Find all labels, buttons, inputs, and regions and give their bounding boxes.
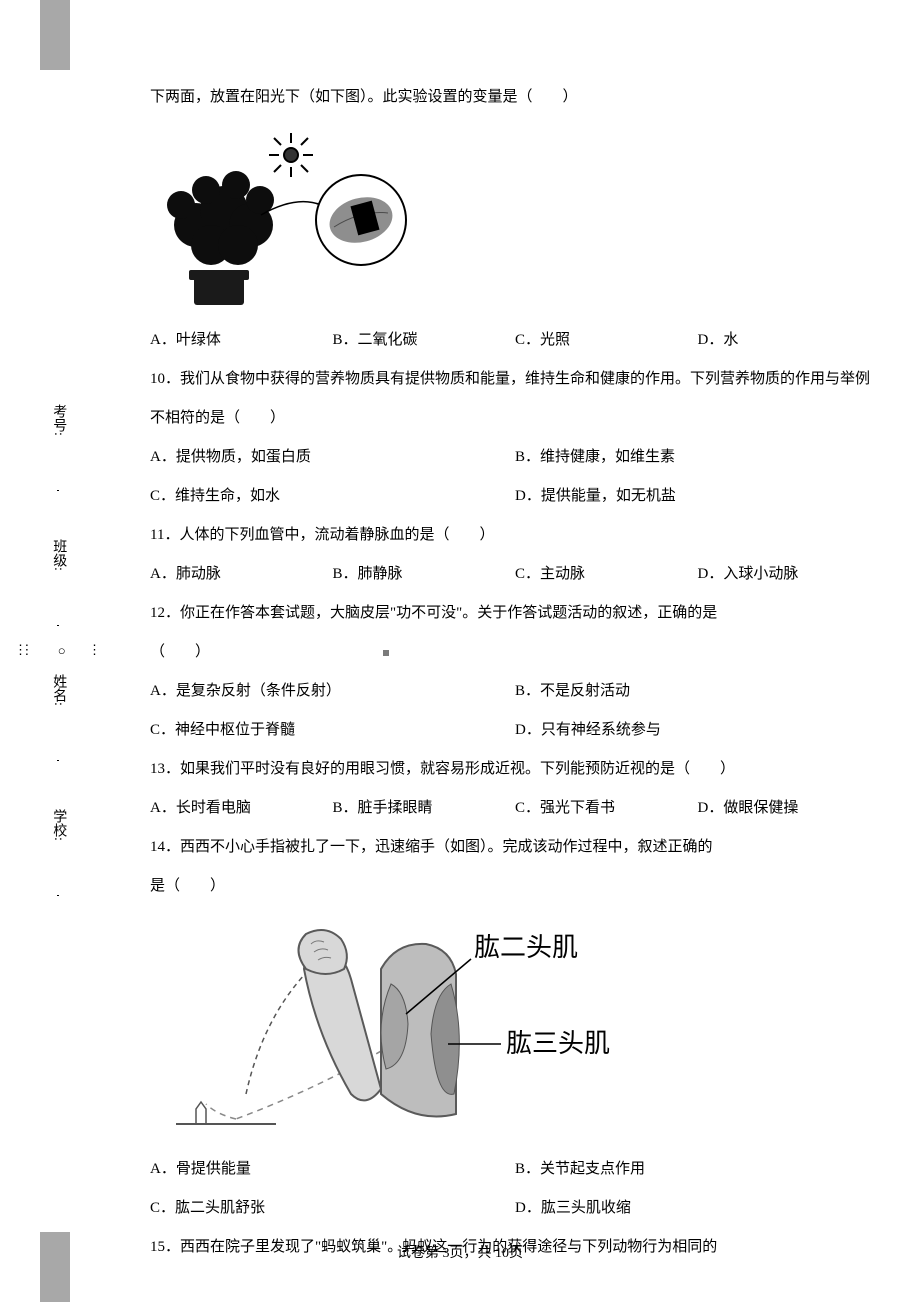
q14-figure: 肱二头肌 肱三头肌 <box>156 914 880 1144</box>
q10-optC: C．维持生命，如水 <box>150 477 515 516</box>
q14-optC: C．肱二头肌舒张 <box>150 1189 515 1228</box>
q9-optC: C．光照 <box>515 321 698 360</box>
content: 下两面，放置在阳光下（如下图）。此实验设置的变量是（ ） <box>150 78 880 1267</box>
q13-optD: D．做眼保健操 <box>698 789 881 828</box>
q12-optB: B．不是反射活动 <box>515 672 880 711</box>
q10-optA: A．提供物质，如蛋白质 <box>150 438 515 477</box>
binding-line-inner: ⋮○⋮⋮ 内 ⋮○⋮⋮ 装 ⋮○⋮⋮ 订 ⋮○⋮⋮ 线 ⋮○⋮ <box>92 0 112 1302</box>
q12-stem1: 12．你正在作答本套试题，大脑皮层"功不可没"。关于作答试题活动的叙述，正确的是 <box>150 594 880 633</box>
field-school: 学校: <box>51 809 66 841</box>
field-name: 姓名: <box>51 674 66 706</box>
label-triceps: 肱三头肌 <box>506 1029 610 1058</box>
field-examno: 考号: <box>51 404 66 436</box>
q13-optC: C．强光下看书 <box>515 789 698 828</box>
q12-optC: C．神经中枢位于脊髓 <box>150 711 515 750</box>
q12-options: A．是复杂反射（条件反射） B．不是反射活动 C．神经中枢位于脊髓 D．只有神经… <box>150 672 880 750</box>
q13-stem: 13．如果我们平时没有良好的用眼习惯，就容易形成近视。下列能预防近视的是（ ） <box>150 750 880 789</box>
field-class: 班级: <box>51 539 66 571</box>
q9-optA: A．叶绿体 <box>150 321 333 360</box>
q14-optD: D．肱三头肌收缩 <box>515 1189 880 1228</box>
footer: 试卷第 3页，共 10页 <box>0 1236 920 1272</box>
q13-options: A．长时看电脑 B．脏手揉眼睛 C．强光下看书 D．做眼保健操 <box>150 789 880 828</box>
gray-bar-top <box>40 0 70 70</box>
q13-optB: B．脏手揉眼睛 <box>333 789 516 828</box>
q14-optB: B．关节起支点作用 <box>515 1150 880 1189</box>
q12-optD: D．只有神经系统参与 <box>515 711 880 750</box>
q9-stem: 下两面，放置在阳光下（如下图）。此实验设置的变量是（ ） <box>150 78 880 117</box>
label-biceps: 肱二头肌 <box>474 933 578 962</box>
q12-stem2: （ ） <box>150 633 880 672</box>
q14-stem2: 是（ ） <box>150 867 880 906</box>
q9-optB: B．二氧化碳 <box>333 321 516 360</box>
q11-optB: B．肺静脉 <box>333 555 516 594</box>
q12-optA: A．是复杂反射（条件反射） <box>150 672 515 711</box>
q10-optB: B．维持健康，如维生素 <box>515 438 880 477</box>
q11-optA: A．肺动脉 <box>150 555 333 594</box>
q13-optA: A．长时看电脑 <box>150 789 333 828</box>
q10-optD: D．提供能量，如无机盐 <box>515 477 880 516</box>
q14-options: A．骨提供能量 B．关节起支点作用 C．肱二头肌舒张 D．肱三头肌收缩 <box>150 1150 880 1228</box>
q9-options: A．叶绿体 B．二氧化碳 C．光照 D．水 <box>150 321 880 360</box>
q10-stem: 10．我们从食物中获得的营养物质具有提供物质和能量，维持生命和健康的作用。下列营… <box>150 360 880 438</box>
q10-options: A．提供物质，如蛋白质 B．维持健康，如维生素 C．维持生命，如水 D．提供能量… <box>150 438 880 516</box>
q9-figure <box>156 125 880 315</box>
q11-options: A．肺动脉 B．肺静脉 C．主动脉 D．入球小动脉 <box>150 555 880 594</box>
q14-optA: A．骨提供能量 <box>150 1150 515 1189</box>
q11-stem: 11．人体的下列血管中，流动着静脉血的是（ ） <box>150 516 880 555</box>
q11-optC: C．主动脉 <box>515 555 698 594</box>
q11-optD: D．入球小动脉 <box>698 555 881 594</box>
gutter: ⋮○⋮⋮ 外 ⋮○⋮⋮ 装 ⋮○⋮⋮ 订 ⋮○⋮⋮ 线 ⋮○⋮ 学校: 姓名: … <box>0 0 130 1302</box>
q9-optD: D．水 <box>698 321 881 360</box>
q14-stem1: 14．西西不小心手指被扎了一下，迅速缩手（如图）。完成该动作过程中，叙述正确的 <box>150 828 880 867</box>
